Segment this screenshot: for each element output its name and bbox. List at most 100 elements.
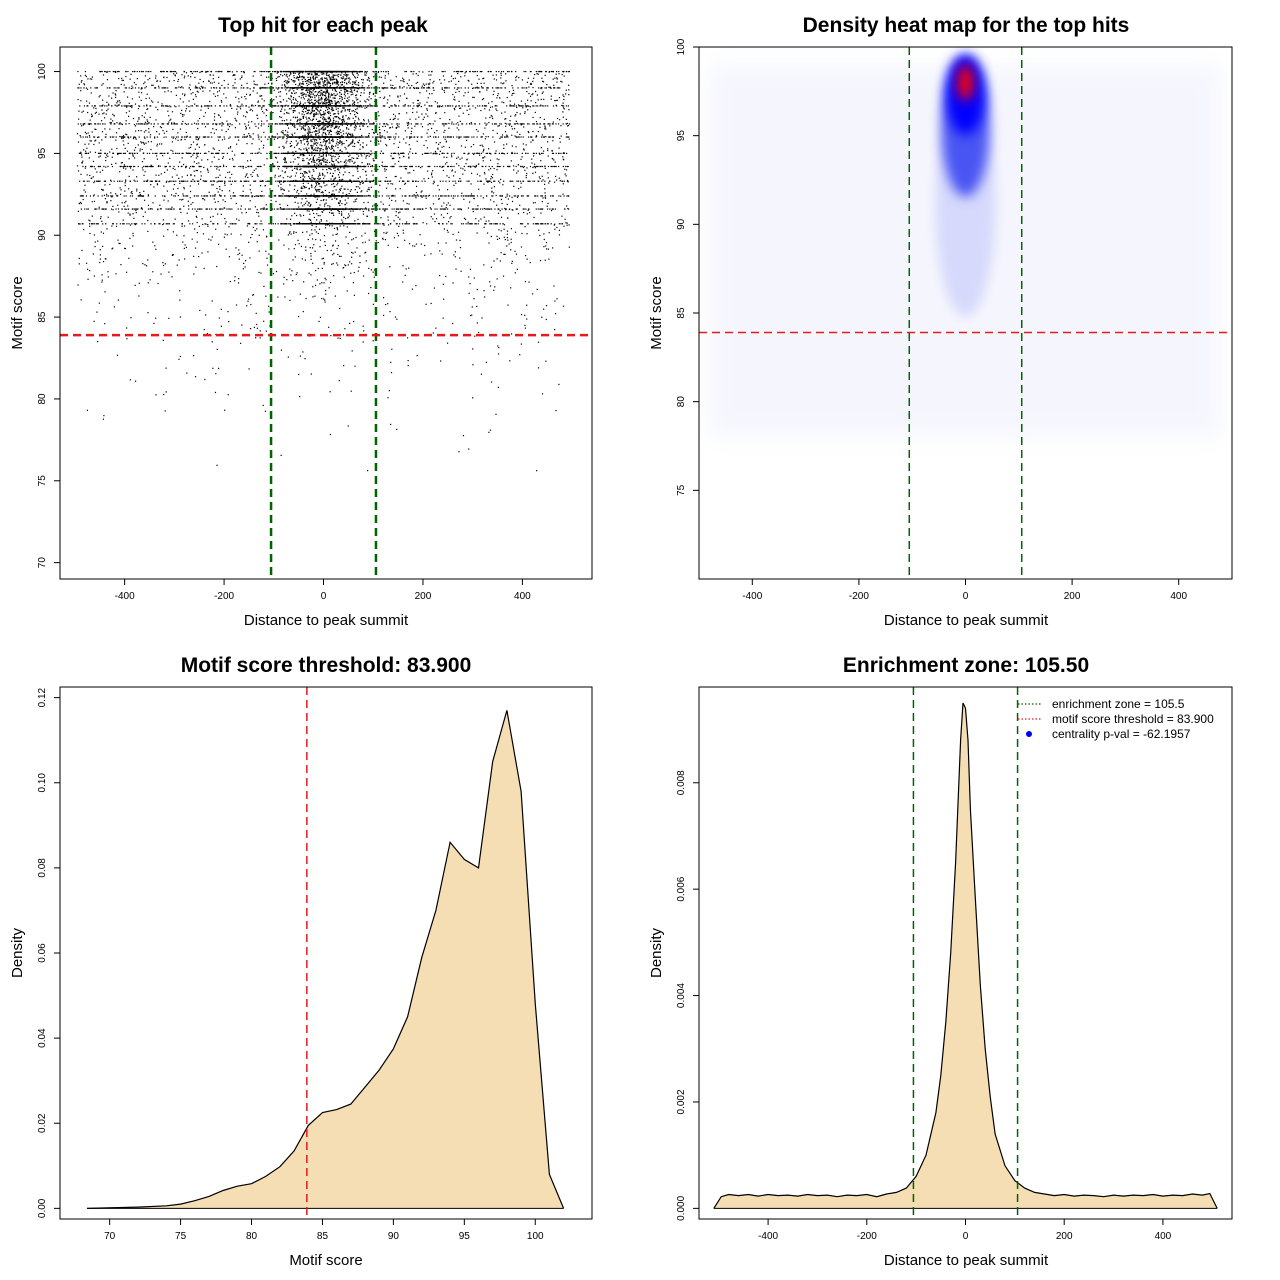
scatter-point bbox=[238, 165, 240, 168]
scatter-point bbox=[210, 220, 212, 223]
scatter-point bbox=[453, 208, 455, 210]
scatter-point bbox=[286, 119, 288, 121]
scatter-point bbox=[558, 165, 560, 168]
scatter-point bbox=[497, 92, 499, 95]
scatter-point bbox=[565, 136, 567, 138]
scatter-point bbox=[280, 87, 283, 89]
scatter-point bbox=[493, 192, 495, 194]
scatter-point bbox=[261, 87, 263, 89]
scatter-point bbox=[525, 87, 527, 89]
scatter-point bbox=[347, 264, 349, 266]
scatter-point bbox=[194, 175, 196, 177]
scatter-point bbox=[540, 165, 542, 168]
scatter-point bbox=[169, 105, 171, 107]
scatter-point bbox=[199, 88, 202, 90]
scatter-point bbox=[168, 181, 170, 183]
scatter-point bbox=[140, 129, 142, 132]
scatter-point bbox=[202, 81, 205, 83]
scatter-point bbox=[252, 293, 255, 296]
scatter-point bbox=[535, 208, 537, 210]
scatter-point bbox=[124, 247, 126, 250]
scatter-point bbox=[77, 123, 79, 125]
scatter-point bbox=[204, 144, 206, 146]
scatter-point bbox=[516, 106, 518, 109]
scatter-point bbox=[469, 70, 471, 73]
scatter-point bbox=[340, 179, 342, 181]
scatter-point bbox=[147, 195, 149, 197]
scatter-point bbox=[396, 123, 398, 125]
scatter-point bbox=[554, 228, 556, 230]
scatter-point bbox=[490, 181, 493, 183]
scatter-point bbox=[473, 198, 475, 200]
scatter-point bbox=[225, 165, 227, 168]
scatter-point bbox=[106, 71, 108, 74]
scatter-point bbox=[117, 100, 119, 102]
scatter-point bbox=[287, 356, 289, 358]
scatter-point bbox=[438, 143, 440, 145]
scatter-point bbox=[195, 85, 197, 87]
scatter-point bbox=[207, 225, 209, 227]
scatter-point bbox=[478, 91, 481, 93]
scatter-point bbox=[433, 181, 435, 183]
scatter-point bbox=[195, 215, 197, 217]
scatter-point bbox=[217, 176, 219, 178]
scatter-point bbox=[115, 273, 117, 275]
scatter-point bbox=[487, 136, 489, 138]
scatter-point bbox=[410, 70, 412, 73]
scatter-point bbox=[277, 185, 280, 187]
scatter-point bbox=[554, 329, 556, 331]
scatter-point bbox=[407, 172, 409, 174]
scatter-point bbox=[412, 86, 415, 89]
scatter-point bbox=[217, 70, 219, 73]
scatter-point bbox=[548, 232, 550, 234]
scatter-point bbox=[215, 373, 217, 375]
scatter-point bbox=[460, 167, 462, 169]
scatter-point bbox=[190, 70, 193, 73]
scatter-point bbox=[431, 176, 433, 178]
scatter-point bbox=[174, 195, 176, 197]
scatter-point bbox=[430, 208, 432, 210]
scatter-point bbox=[112, 113, 114, 116]
scatter-point bbox=[379, 129, 381, 131]
scatter-point bbox=[315, 166, 317, 168]
scatter-point bbox=[109, 122, 111, 124]
scatter-point bbox=[432, 82, 434, 84]
scatter-point bbox=[97, 240, 99, 242]
scatter-point bbox=[252, 294, 254, 296]
scatter-point bbox=[209, 195, 212, 197]
scatter-point bbox=[186, 152, 188, 154]
scatter-point bbox=[267, 138, 269, 140]
scatter-point bbox=[410, 133, 412, 135]
scatter-point bbox=[438, 153, 441, 155]
scatter-point bbox=[249, 200, 251, 202]
scatter-point bbox=[456, 157, 458, 159]
scatter-point bbox=[91, 115, 94, 117]
scatter-point bbox=[478, 78, 480, 80]
scatter-point bbox=[464, 169, 466, 171]
scatter-point bbox=[173, 165, 175, 168]
scatter-point bbox=[269, 70, 271, 73]
scatter-point bbox=[433, 132, 436, 134]
scatter-point bbox=[553, 181, 556, 183]
scatter-point bbox=[127, 165, 129, 168]
scatter-point bbox=[198, 225, 200, 228]
scatter-point bbox=[219, 180, 222, 182]
scatter-point bbox=[263, 144, 265, 146]
scatter-point bbox=[474, 123, 476, 125]
scatter-point bbox=[445, 208, 447, 210]
scatter-point bbox=[228, 256, 231, 258]
scatter-point bbox=[218, 180, 220, 182]
scatter-point bbox=[244, 195, 246, 197]
scatter-point bbox=[456, 70, 458, 73]
scatter-point bbox=[165, 70, 168, 73]
scatter-point bbox=[532, 172, 534, 174]
scatter-point bbox=[224, 200, 226, 203]
scatter-point bbox=[99, 94, 101, 97]
scatter-point bbox=[387, 87, 389, 89]
scatter-point bbox=[173, 123, 175, 125]
scatter-point bbox=[356, 111, 358, 114]
scatter-point bbox=[162, 70, 164, 73]
scatter-point bbox=[477, 223, 479, 225]
scatter-point bbox=[515, 105, 517, 107]
scatter-point bbox=[487, 232, 489, 234]
